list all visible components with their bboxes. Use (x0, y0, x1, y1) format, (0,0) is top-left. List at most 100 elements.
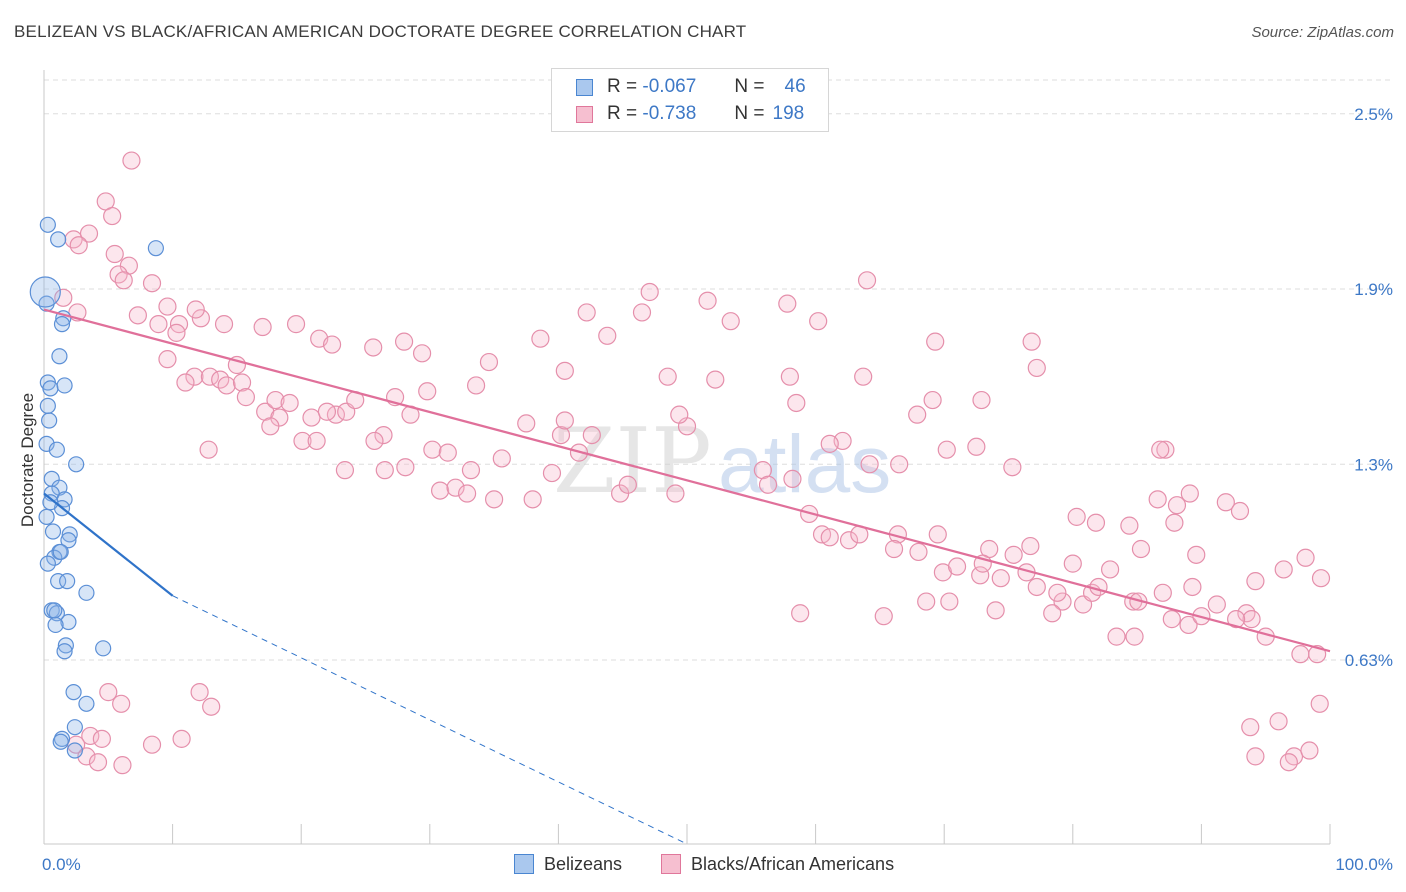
data-point-blacks (492, 449, 511, 468)
data-point-belizeans (147, 240, 164, 257)
data-point-blacks (1310, 694, 1329, 713)
data-point-blacks (1100, 560, 1120, 579)
data-point-blacks (1120, 516, 1139, 535)
data-point-blacks (640, 282, 659, 302)
legend-row-blacks: R = -0.738 N = 198 (576, 102, 804, 126)
data-point-blacks (112, 694, 131, 713)
data-point-blacks (917, 592, 936, 611)
data-point-blacks (787, 393, 806, 413)
x-tick-label-max: 100.0% (1335, 855, 1393, 874)
data-point-blacks (928, 525, 947, 544)
data-point-blacks (1148, 490, 1167, 509)
data-point-blacks (1151, 440, 1170, 459)
data-point-blacks (820, 528, 839, 547)
data-point-belizeans (42, 494, 59, 511)
data-point-blacks (114, 271, 133, 290)
data-point-blacks (577, 303, 596, 322)
data-point-blacks (1246, 572, 1265, 591)
data-point-blacks (423, 440, 442, 459)
data-point-belizeans (38, 508, 55, 525)
data-point-blacks (860, 455, 879, 474)
data-point-belizeans (53, 316, 71, 333)
data-point-blacks (967, 437, 986, 456)
data-point-blacks (809, 312, 828, 331)
legend-r-value: -0.738 (642, 103, 697, 124)
data-point-blacks (1296, 548, 1315, 567)
data-point-blacks (253, 317, 272, 337)
data-point-belizeans (46, 602, 63, 619)
data-point-blacks (172, 729, 191, 748)
data-point-blacks (466, 376, 486, 395)
data-point-belizeans (39, 216, 56, 233)
data-point-blacks (1274, 560, 1293, 579)
watermark: ZIP atlas (553, 409, 891, 514)
data-point-belizeans (60, 613, 77, 631)
data-point-blacks (191, 309, 210, 328)
legend-r-label: R = (607, 76, 638, 97)
data-point-blacks (783, 469, 802, 489)
data-point-blacks (365, 431, 384, 451)
data-point-belizeans (66, 719, 83, 736)
data-point-belizeans (39, 555, 56, 572)
data-point-blacks (909, 542, 928, 562)
data-point-blacks (418, 382, 437, 401)
data-point-blacks (286, 315, 306, 334)
data-point-blacks (555, 361, 574, 380)
data-point-blacks (908, 405, 927, 424)
data-point-blacks (698, 291, 717, 310)
data-point-blacks (991, 569, 1010, 588)
data-point-blacks (658, 367, 677, 386)
data-point-blacks (721, 312, 740, 331)
data-point-belizeans (56, 377, 73, 394)
bottom-legend-blacks: Blacks/African Americans (661, 852, 894, 876)
data-point-belizeans (38, 435, 55, 452)
data-point-blacks (923, 390, 942, 410)
data-point-blacks (364, 338, 383, 357)
data-point-blacks (266, 390, 285, 410)
data-point-blacks (542, 463, 562, 483)
data-point-blacks (947, 557, 967, 576)
data-point-blacks (113, 756, 132, 775)
data-point-blacks (485, 490, 504, 509)
data-point-belizeans (47, 616, 64, 634)
data-point-blacks (971, 566, 990, 585)
data-point-blacks (261, 417, 280, 436)
data-point-belizeans (44, 523, 62, 540)
data-point-blacks (791, 604, 810, 623)
data-point-blacks (461, 461, 481, 480)
data-point-blacks (199, 440, 218, 459)
data-point-blacks (109, 265, 128, 284)
data-point-blacks (780, 367, 799, 386)
data-point-blacks (1179, 615, 1198, 635)
data-point-belizeans (48, 441, 65, 458)
bottom-legend-belizeans: Belizeans (514, 852, 622, 876)
data-point-blacks (1048, 583, 1067, 602)
trendline-belizeans-extension (172, 595, 688, 845)
data-point-blacks (1162, 610, 1181, 629)
data-point-blacks (1107, 627, 1126, 646)
source-attribution: Source: ZipAtlas.com (1251, 24, 1394, 41)
data-point-belizeans (59, 573, 76, 590)
data-point-blacks (1187, 545, 1206, 564)
data-point-blacks (1311, 569, 1331, 588)
data-point-blacks (1269, 712, 1288, 731)
data-point-blacks (1156, 440, 1175, 459)
data-point-blacks (105, 244, 124, 264)
data-point-blacks (103, 206, 122, 226)
data-point-blacks (666, 484, 685, 503)
data-point-blacks (202, 697, 221, 716)
data-point-blacks (1216, 493, 1235, 512)
data-point-blacks (1180, 484, 1199, 503)
data-point-blacks (1183, 577, 1202, 597)
data-point-blacks (1004, 545, 1023, 564)
legend-n-value: 198 (772, 103, 805, 124)
data-point-blacks (128, 306, 147, 325)
watermark-atlas: atlas (718, 419, 891, 510)
data-point-blacks (200, 367, 219, 386)
data-point-blacks (555, 411, 574, 430)
data-point-blacks (839, 531, 859, 550)
data-point-blacks (632, 303, 652, 322)
tick-labels: 2.5% 1.9% 1.3% 0.63% 0.0% 100.0% (42, 105, 1393, 874)
data-point-blacks (1291, 645, 1310, 664)
data-point-belizeans (57, 637, 74, 654)
